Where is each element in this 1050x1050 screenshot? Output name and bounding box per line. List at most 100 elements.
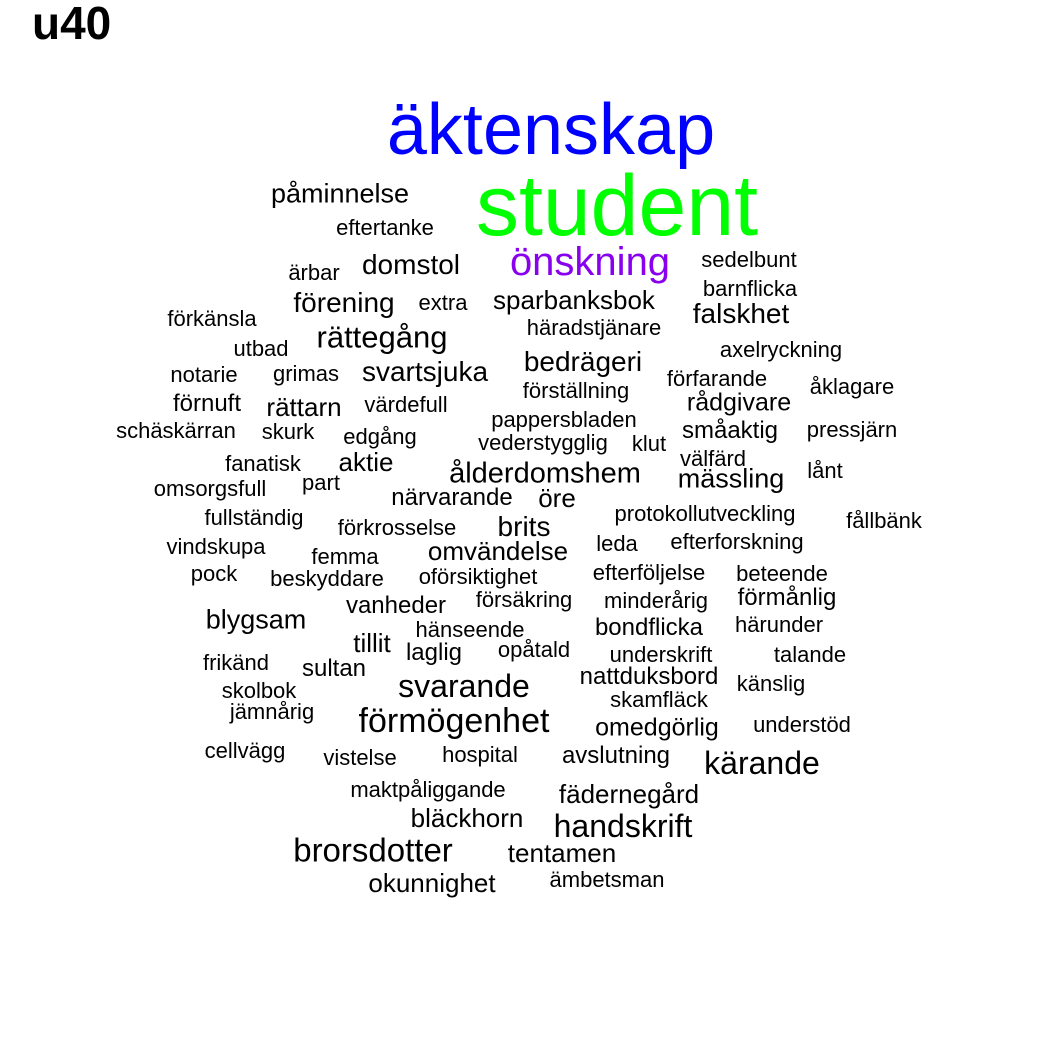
cloud-word: försäkring	[475, 587, 573, 612]
cloud-word: leda	[596, 531, 638, 556]
cloud-word: hospital	[442, 742, 518, 767]
cloud-word: frikänd	[202, 650, 270, 675]
cloud-word: femma	[311, 544, 379, 569]
cloud-word: värdefull	[364, 392, 448, 417]
cloud-word: skolbok	[221, 678, 297, 703]
cloud-word: laglig	[405, 639, 463, 666]
cloud-word: fullständig	[204, 505, 304, 530]
cloud-word: hänseende	[415, 617, 525, 642]
cloud-word: vistelse	[323, 745, 397, 770]
cloud-word: förmögenhet	[358, 702, 550, 740]
cloud-word: skamfläck	[610, 687, 708, 712]
cloud-word: talande	[773, 642, 847, 667]
cloud-word: skurk	[261, 419, 315, 444]
cloud-word: omsorgsfull	[153, 476, 267, 501]
cloud-word: bedrägeri	[523, 346, 643, 377]
cloud-word: vederstygglig	[478, 430, 608, 455]
cloud-word: svartsjuka	[361, 356, 489, 387]
cloud-word: jämnårig	[229, 699, 315, 724]
cloud-word: efterföljelse	[592, 560, 706, 585]
cloud-word: domstol	[361, 249, 461, 280]
cloud-word: oförsiktighet	[418, 564, 538, 589]
cloud-word: omvändelse	[427, 536, 569, 566]
cloud-word: omedgörlig	[595, 713, 719, 742]
cloud-word: förställning	[522, 378, 630, 403]
cloud-word: sultan	[301, 655, 367, 682]
cloud-word: grimas	[272, 361, 340, 386]
cloud-word: efterforskning	[670, 529, 804, 554]
cloud-word: åklagare	[809, 374, 895, 399]
cloud-word: ärbar	[288, 260, 340, 285]
cloud-word: bondflicka	[594, 614, 704, 641]
cloud-word: fädernegård	[558, 779, 700, 809]
cloud-word: härunder	[734, 612, 824, 637]
cloud-word: rådgivare	[686, 388, 792, 417]
cloud-word: förening	[293, 287, 395, 318]
panel-title: u40	[32, 0, 112, 49]
cloud-word: extra	[418, 290, 468, 315]
cloud-word: brorsdotter	[293, 831, 453, 869]
cloud-word: svarande	[398, 668, 530, 704]
cloud-word: okunnighet	[368, 868, 496, 898]
cloud-word: rättarn	[266, 392, 342, 422]
cloud-word: tillit	[353, 628, 391, 658]
cloud-word: protokollutveckling	[614, 501, 796, 526]
cloud-word: känslig	[736, 671, 806, 696]
cloud-word: aktie	[338, 447, 394, 477]
cloud-word: påminnelse	[270, 178, 410, 209]
cloud-word: förmånlig	[737, 584, 837, 611]
cloud-word: minderårig	[604, 588, 708, 613]
cloud-word: pappersbladen	[491, 407, 637, 432]
cloud-word: småaktig	[681, 417, 779, 444]
cloud-word: nattduksbord	[579, 663, 719, 690]
cloud-word: förkrosselse	[337, 515, 457, 540]
cloud-word: student	[475, 158, 759, 254]
cloud-word: pressjärn	[806, 417, 898, 442]
cloud-word: klut	[631, 431, 667, 456]
cloud-word: sparbanksbok	[493, 285, 655, 315]
cloud-word: eftertanke	[336, 215, 434, 240]
cloud-word: önskning	[509, 240, 671, 284]
cloud-word: äktenskap	[386, 90, 716, 170]
cloud-word: rättegång	[316, 319, 448, 355]
cloud-word: bläckhorn	[410, 803, 524, 833]
cloud-word: beteende	[736, 561, 828, 586]
cloud-word: närvarande	[391, 484, 513, 511]
cloud-word: maktpåliggande	[350, 777, 506, 802]
cloud-word: förfarande	[666, 366, 768, 391]
cloud-word: fanatisk	[225, 451, 301, 476]
cloud-word: häradstjänare	[526, 315, 662, 340]
cloud-word: opåtald	[497, 637, 571, 662]
cloud-word: schäskärran	[116, 418, 236, 443]
cloud-word: pock	[190, 561, 238, 586]
cloud-word: falskhet	[692, 298, 790, 329]
cloud-word: kärande	[704, 745, 820, 781]
cloud-word: avslutning	[561, 742, 671, 769]
cloud-word: utbad	[233, 336, 289, 361]
cloud-word: axelryckning	[719, 337, 843, 362]
cloud-word: förkänsla	[167, 306, 257, 331]
cloud-word: välfärd	[679, 446, 747, 471]
cloud-word: brits	[497, 511, 551, 542]
cloud-word: notarie	[170, 362, 238, 387]
cloud-word: cellvägg	[204, 738, 286, 763]
cloud-word: vanheder	[345, 592, 447, 619]
cloud-word: förnuft	[172, 390, 242, 417]
cloud-word: edgång	[343, 424, 417, 449]
cloud-word: blygsam	[205, 604, 307, 635]
cloud-word: lånt	[807, 458, 843, 483]
cloud-word: vindskupa	[166, 534, 266, 559]
cloud-word: mässling	[677, 463, 785, 494]
cloud-word: underskrift	[609, 642, 713, 667]
cloud-word: understöd	[753, 712, 851, 737]
cloud-word: ämbetsman	[549, 867, 665, 892]
cloud-word: barnflicka	[702, 276, 798, 301]
cloud-word: fållbänk	[846, 508, 922, 533]
cloud-word: part	[302, 470, 340, 495]
cloud-word: beskyddare	[270, 566, 384, 591]
cloud-word: handskrift	[553, 808, 693, 844]
cloud-word: tentamen	[507, 838, 617, 868]
cloud-word: ålderdomshem	[449, 457, 641, 490]
cloud-word: sedelbunt	[701, 247, 797, 272]
